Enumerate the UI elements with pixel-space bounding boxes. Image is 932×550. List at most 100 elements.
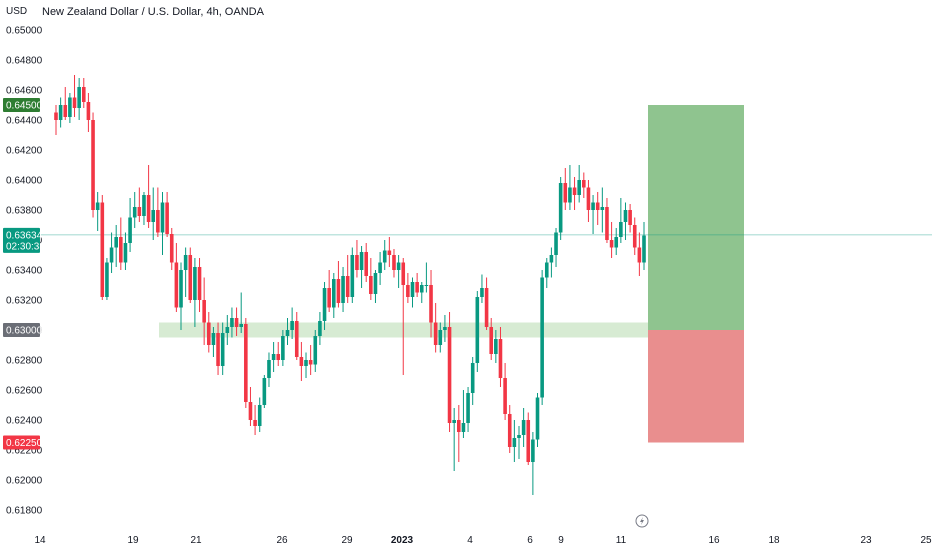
y-tick-label: 0.64800 — [6, 56, 43, 67]
candle-body — [276, 354, 281, 360]
candle — [72, 75, 77, 117]
entry-price-badge: 0.63000 — [3, 323, 43, 337]
candle-body — [132, 207, 137, 218]
candle — [262, 375, 267, 408]
candle-body — [308, 360, 313, 365]
candle-body — [160, 202, 165, 233]
candle — [392, 249, 396, 278]
x-tick-label: 16 — [708, 535, 720, 546]
candle-body — [188, 255, 193, 300]
candle — [503, 363, 507, 420]
candle-body — [484, 288, 489, 327]
candle — [637, 232, 642, 276]
x-tick-label: 11 — [616, 535, 627, 546]
candle-body — [558, 183, 563, 233]
candle-body — [521, 420, 526, 435]
candle-body — [632, 225, 637, 248]
candle — [572, 177, 577, 210]
x-tick-label: 6 — [527, 535, 533, 546]
candle-body — [77, 87, 81, 108]
candle — [327, 270, 331, 312]
candle — [86, 93, 91, 132]
candle — [132, 192, 137, 228]
candle — [146, 165, 151, 228]
candle — [63, 87, 68, 120]
candle — [544, 258, 549, 288]
entry-price-badge-bg — [3, 323, 40, 337]
candle — [81, 78, 86, 108]
candle — [369, 258, 373, 300]
candle-body — [142, 195, 146, 216]
last-price-badge-bg — [3, 227, 40, 253]
y-tick-label: 0.64400 — [6, 116, 43, 127]
candle — [549, 247, 554, 278]
candle-body — [531, 439, 535, 462]
candle — [206, 312, 211, 353]
candle — [271, 342, 276, 372]
candle-body — [216, 333, 220, 366]
candle — [470, 357, 475, 405]
y-tick-label: 0.62400 — [6, 416, 43, 427]
candle — [156, 187, 160, 237]
candle — [512, 420, 517, 462]
candle-body — [206, 322, 211, 345]
candle-body — [419, 285, 424, 293]
candle-body — [540, 277, 544, 398]
candle-body — [369, 276, 373, 294]
candle-body — [220, 333, 225, 366]
chart-title: New Zealand Dollar / U.S. Dollar, 4h, OA… — [42, 6, 264, 18]
candle-body — [146, 195, 151, 222]
entry-price-badge-text: 0.63000 — [6, 326, 43, 337]
candle — [197, 258, 202, 312]
candle-body — [489, 327, 494, 354]
candle-body — [285, 330, 290, 336]
stop-price-badge-bg — [3, 435, 40, 450]
candle-body — [281, 336, 285, 360]
candle — [517, 426, 521, 459]
candle — [535, 393, 540, 447]
candle-body — [68, 97, 72, 117]
x-tick-label: 19 — [127, 535, 139, 546]
candle-body — [304, 360, 308, 366]
y-tick-label: 0.62600 — [6, 386, 43, 397]
candle-body — [498, 339, 503, 378]
candle-body — [364, 252, 369, 276]
candle — [605, 198, 609, 243]
candle — [91, 112, 95, 218]
candle-body — [605, 207, 609, 240]
candle — [494, 330, 498, 363]
candle — [336, 261, 341, 308]
candle-body — [257, 405, 262, 426]
candle-body — [628, 210, 632, 225]
candle-body — [100, 202, 105, 297]
candle — [123, 232, 128, 270]
flash-icon[interactable] — [635, 514, 649, 528]
candle — [322, 282, 327, 330]
candle-body — [179, 270, 183, 308]
candle-body — [457, 420, 461, 432]
candle-body — [623, 210, 628, 222]
candle-body — [183, 255, 188, 270]
candle-body — [225, 327, 230, 333]
x-tick-label: 4 — [467, 535, 473, 546]
candle-body — [512, 438, 517, 447]
price-unit-label: USD — [6, 6, 28, 17]
candle-body — [350, 255, 355, 297]
candle-body — [193, 267, 197, 300]
candle — [179, 262, 183, 330]
candle-body — [63, 105, 68, 117]
candle — [364, 243, 369, 282]
candle — [350, 247, 355, 303]
candle-body — [299, 357, 304, 366]
candle-body — [535, 397, 540, 440]
candle — [614, 228, 619, 255]
candle — [577, 165, 581, 203]
candle-body — [637, 247, 642, 263]
candle-body — [410, 282, 415, 297]
candle — [484, 277, 489, 330]
candle — [433, 303, 438, 353]
candle-body — [119, 237, 123, 263]
candle-body — [382, 250, 387, 263]
candle-body — [438, 330, 443, 345]
